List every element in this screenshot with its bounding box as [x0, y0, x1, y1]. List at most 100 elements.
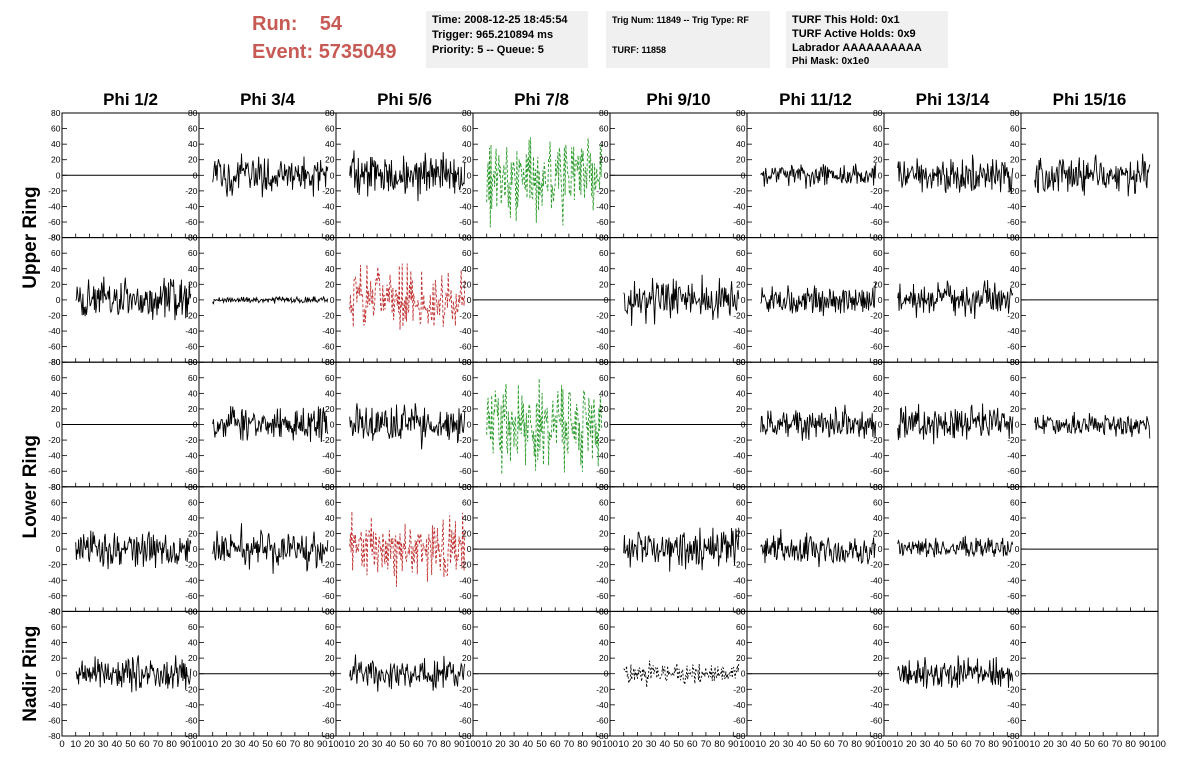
y-tick-label: 60	[325, 622, 335, 632]
y-tick-label: -20	[48, 435, 61, 445]
x-tick-label: 60	[961, 739, 972, 750]
y-tick-label: 0	[193, 295, 198, 305]
y-tick-label: 0	[330, 295, 335, 305]
x-tick-label: 10	[207, 739, 218, 750]
y-tick-label: 60	[599, 124, 609, 134]
x-tick-label: 30	[372, 739, 383, 750]
y-tick-label: 60	[736, 622, 746, 632]
y-tick-label: -80	[48, 233, 61, 243]
y-tick-label: 40	[462, 264, 472, 274]
y-tick-label: 40	[188, 388, 198, 398]
y-tick-label: 60	[873, 373, 883, 383]
y-tick-label: -40	[870, 326, 883, 336]
y-tick-label: 40	[599, 388, 609, 398]
y-tick-label: -20	[459, 435, 472, 445]
y-tick-label: 20	[873, 155, 883, 165]
waveform-trace	[212, 295, 329, 305]
x-tick-label: 80	[851, 739, 862, 750]
y-tick-label: -60	[733, 217, 746, 227]
y-tick-label: 0	[193, 420, 198, 430]
x-tick-label: 50	[1084, 739, 1095, 750]
y-tick-label: 20	[1010, 155, 1020, 165]
y-tick-label: 0	[878, 170, 883, 180]
y-tick-label: 0	[56, 170, 61, 180]
y-tick-label: -20	[48, 186, 61, 196]
y-tick-label: 20	[51, 653, 61, 663]
y-tick-label: 80	[599, 482, 609, 492]
y-tick-label: 20	[873, 529, 883, 539]
x-tick-label: 70	[838, 739, 849, 750]
y-tick-label: -20	[870, 435, 883, 445]
y-tick-label: 60	[51, 124, 61, 134]
y-tick-label: 60	[1010, 373, 1020, 383]
y-tick-label: 80	[325, 108, 335, 118]
y-tick-label: 60	[51, 373, 61, 383]
x-tick-label: 90	[1002, 739, 1013, 750]
x-tick-label: 100	[328, 739, 344, 750]
y-tick-label: 60	[462, 248, 472, 258]
y-tick-label: -20	[459, 684, 472, 694]
y-tick-label: 0	[604, 544, 609, 554]
y-tick-label: -20	[1007, 684, 1020, 694]
y-tick-label: 20	[1010, 404, 1020, 414]
waveform-trace	[349, 263, 466, 330]
run-value: 54	[319, 13, 343, 35]
row-label: Upper Ring	[20, 186, 41, 288]
column-header: Phi 13/14	[916, 90, 990, 109]
panel-frame	[61, 486, 200, 612]
y-tick-label: 60	[462, 373, 472, 383]
y-tick-label: 80	[51, 108, 61, 118]
waveform-trace	[212, 523, 329, 574]
y-tick-label: -60	[596, 715, 609, 725]
y-tick-label: 20	[325, 279, 335, 289]
y-tick-label: 80	[325, 482, 335, 492]
y-tick-label: -40	[48, 326, 61, 336]
x-tick-label: 30	[235, 739, 246, 750]
y-tick-label: -60	[596, 217, 609, 227]
x-tick-label: 80	[988, 739, 999, 750]
y-tick-label: 40	[188, 139, 198, 149]
column-header: Phi 7/8	[514, 90, 569, 109]
y-tick-label: -20	[733, 684, 746, 694]
y-tick-label: -40	[1007, 451, 1020, 461]
waveform-trace	[897, 279, 1014, 320]
turf-hold-text: TURF This Hold: 0x1	[792, 14, 900, 26]
y-tick-label: -60	[185, 591, 198, 601]
y-tick-label: -60	[870, 342, 883, 352]
y-tick-label: 0	[56, 295, 61, 305]
waveform-trace	[349, 511, 466, 587]
y-tick-label: -60	[459, 715, 472, 725]
y-tick-label: 40	[51, 513, 61, 523]
x-tick-label: 10	[618, 739, 629, 750]
y-tick-label: -20	[733, 560, 746, 570]
priority-text: Priority: 5 -- Queue: 5	[432, 44, 544, 56]
y-tick-label: -40	[185, 700, 198, 710]
x-tick-label: 50	[810, 739, 821, 750]
x-tick-label: 60	[824, 739, 835, 750]
y-tick-label: 40	[873, 139, 883, 149]
y-tick-label: -60	[48, 591, 61, 601]
column-header: Phi 3/4	[240, 90, 295, 109]
y-tick-label: -60	[1007, 217, 1020, 227]
x-tick-label: 10	[70, 739, 81, 750]
y-tick-label: 20	[736, 155, 746, 165]
y-tick-label: -80	[48, 606, 61, 616]
y-tick-label: -40	[459, 575, 472, 585]
y-tick-label: -80	[322, 731, 335, 741]
y-tick-label: 60	[325, 373, 335, 383]
y-tick-label: -40	[870, 700, 883, 710]
y-tick-label: -60	[322, 217, 335, 227]
y-tick-label: 40	[188, 638, 198, 648]
x-tick-label: 70	[290, 739, 301, 750]
x-tick-label: 40	[660, 739, 671, 750]
y-tick-label: 0	[330, 420, 335, 430]
x-tick-label: 0	[59, 739, 64, 750]
y-tick-label: 20	[599, 529, 609, 539]
y-tick-label: 80	[462, 108, 472, 118]
x-tick-label: 30	[98, 739, 109, 750]
x-tick-label: 50	[536, 739, 547, 750]
y-tick-label: 60	[51, 248, 61, 258]
y-tick-label: 60	[736, 124, 746, 134]
y-tick-label: -20	[870, 186, 883, 196]
turf-info-panel: TURF This Hold: 0x1 TURF Active Holds: 0…	[786, 11, 948, 68]
